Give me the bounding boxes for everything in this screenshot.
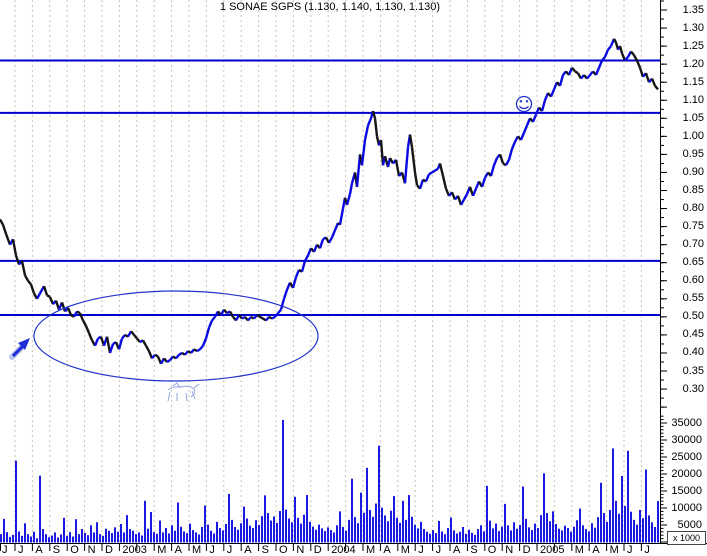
month-label: O xyxy=(70,544,79,556)
month-label: N xyxy=(87,544,96,556)
month-label: A xyxy=(453,544,461,556)
price-tick-label: 1.15 xyxy=(682,75,704,88)
time-axis xyxy=(0,543,707,551)
month-label: O xyxy=(279,544,288,556)
smiley-annotation[interactable] xyxy=(515,95,533,113)
price-tick-label: 0.35 xyxy=(682,364,704,377)
month-gridlines xyxy=(14,0,642,543)
price-tick-label: 0.85 xyxy=(682,184,704,196)
month-label: J xyxy=(418,544,424,556)
price-tick-label: 0.50 xyxy=(682,310,704,323)
month-label: J xyxy=(18,544,24,556)
month-label: A xyxy=(592,544,600,556)
price-tick-label: 0.65 xyxy=(682,256,704,269)
month-label: 2004 xyxy=(331,544,356,556)
price-tick-label: 0.55 xyxy=(682,292,704,305)
volume-tick-label: 20000 xyxy=(671,467,702,480)
volume-tick-label: 10000 xyxy=(671,501,702,514)
volume-bars xyxy=(0,419,659,543)
month-label: A xyxy=(35,544,43,556)
price-tick-label: 0.70 xyxy=(682,238,704,251)
price-tick-label: 0.45 xyxy=(682,328,704,341)
month-label: 2005 xyxy=(540,544,565,556)
month-label: M xyxy=(574,544,584,556)
month-label: J xyxy=(627,544,633,556)
price-tick-label: 0.40 xyxy=(682,346,704,359)
month-label: M xyxy=(157,544,167,556)
month-label: J xyxy=(209,544,215,556)
price-tick-label: 1.30 xyxy=(682,21,704,34)
month-label: N xyxy=(296,544,305,556)
volume-tick-label: 30000 xyxy=(671,433,702,446)
volume-unit-label: x 1000 xyxy=(672,533,701,543)
month-label: S xyxy=(470,544,478,556)
price-tick-label: 1.25 xyxy=(682,39,704,52)
ellipse-annotation[interactable] xyxy=(33,290,319,382)
price-tick-label: 1.05 xyxy=(682,111,704,124)
month-label: M xyxy=(192,544,202,556)
month-label: D xyxy=(522,544,531,556)
month-label: M xyxy=(609,544,619,556)
volume-tick-label: 35000 xyxy=(671,416,702,429)
month-label: O xyxy=(487,544,497,556)
price-tick-label: 0.80 xyxy=(682,202,704,215)
price-tick-label: 0.60 xyxy=(682,274,704,287)
price-tick-label: 0.75 xyxy=(682,220,704,233)
price-tick-label: 1.20 xyxy=(682,57,704,70)
month-label: D xyxy=(105,544,113,556)
price-axis xyxy=(660,0,667,543)
bull-doodle-annotation[interactable] xyxy=(167,382,200,402)
month-label: J xyxy=(2,544,8,556)
month-label: A xyxy=(383,544,391,556)
volume-tick-label: 25000 xyxy=(671,450,702,463)
price-series-line xyxy=(0,38,659,365)
chart-title: 1 SONAE SGPS (1.130, 1.140, 1.130, 1.130… xyxy=(219,1,441,13)
volume-unit-box: x 1000 xyxy=(667,531,706,545)
month-label: A xyxy=(174,544,182,556)
month-label: J xyxy=(435,544,442,556)
month-label: 2003 xyxy=(122,544,147,556)
month-label: J xyxy=(644,544,650,556)
month-label: A xyxy=(244,544,252,556)
price-tick-label: 0.95 xyxy=(682,147,704,160)
month-label: S xyxy=(261,544,269,556)
trend-arrow-annotation[interactable] xyxy=(9,338,30,360)
price-tick-label: 0.30 xyxy=(682,382,704,395)
month-label: M xyxy=(366,544,376,556)
volume-tick-label: 15000 xyxy=(671,484,702,497)
month-label: J xyxy=(226,544,233,556)
volume-tick-label: 5000 xyxy=(677,518,702,531)
price-tick-label: 1.10 xyxy=(682,93,704,106)
month-label: M xyxy=(400,544,410,556)
month-label: S xyxy=(52,544,61,556)
month-label: N xyxy=(505,544,514,556)
price-tick-label: 1.35 xyxy=(682,3,704,16)
support-resistance-lines xyxy=(0,59,660,317)
price-tick-label: 1.00 xyxy=(682,129,704,142)
month-label: D xyxy=(313,544,322,556)
price-tick-label: 0.90 xyxy=(682,165,704,178)
